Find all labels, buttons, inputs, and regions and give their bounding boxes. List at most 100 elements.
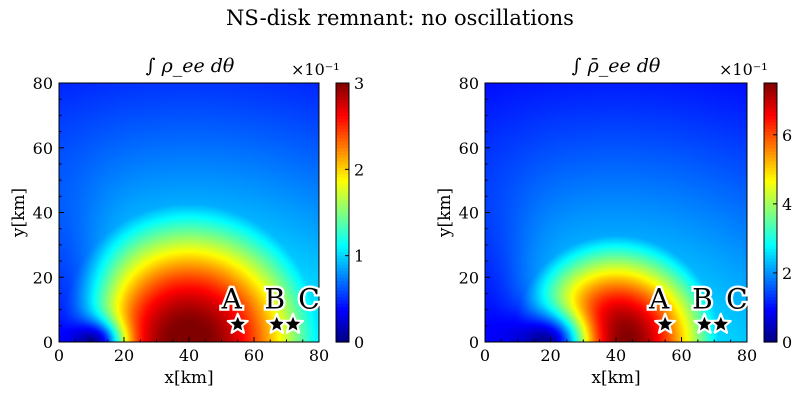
colorbar-segment [336, 157, 349, 162]
colorbar-segment [764, 121, 777, 126]
colorbar-segment [336, 125, 349, 129]
colorbar-segment [764, 206, 777, 210]
colorbar-segment [336, 92, 349, 97]
colorbar-segment [764, 338, 777, 343]
colorbar-segment [336, 335, 349, 340]
colorbar-segment [764, 296, 777, 301]
colorbar-segment [336, 238, 349, 243]
colorbar-segment [764, 83, 777, 87]
heatmap-image [59, 83, 319, 342]
colorbar-segment [336, 319, 349, 324]
colorbar-segment [336, 112, 349, 116]
colorbar-segment [336, 102, 349, 107]
colorbar-segment [336, 196, 349, 201]
colorbar-segment [336, 183, 349, 188]
x-tick-label: 80 [309, 346, 329, 365]
colorbar-tick-label: 0 [354, 333, 364, 352]
colorbar-segment [336, 206, 349, 210]
colorbar-segment [764, 202, 777, 207]
colorbar-frame [763, 82, 778, 343]
colorbar-segment [764, 309, 777, 314]
colorbar-segment [336, 244, 349, 249]
y-axis-label: y[km] [435, 188, 455, 238]
marker-label-b: B [692, 282, 713, 315]
colorbar-segment [336, 118, 349, 123]
colorbar-segment [336, 306, 349, 311]
x-tick-label: 60 [244, 346, 264, 365]
colorbar-segment [336, 290, 349, 295]
colorbar-segment [336, 131, 349, 136]
y-tick-label: 0 [469, 333, 479, 352]
colorbar-segment [336, 199, 349, 204]
colorbar-segment [764, 173, 777, 178]
colorbar-segment [336, 86, 349, 91]
colorbar-segment [764, 274, 777, 278]
colorbar-segment [336, 209, 349, 214]
y-tick-label: 20 [33, 268, 53, 287]
colorbar-segment [764, 212, 777, 217]
colorbar-segment [764, 193, 777, 197]
colorbar-segment [764, 141, 777, 146]
colorbar-segment [336, 225, 349, 230]
colorbar-segment [336, 293, 349, 298]
colorbar-segment [336, 215, 349, 220]
colorbar-segment [336, 257, 349, 262]
colorbar-segment [336, 235, 349, 239]
colorbar-segment [336, 121, 349, 126]
x-axis-label: x[km] [591, 368, 640, 388]
x-tick-label: 40 [179, 346, 199, 365]
colorbar-tick-label: 1 [354, 247, 364, 266]
y-tick-label: 60 [33, 139, 53, 158]
y-tick-label: 20 [459, 268, 479, 287]
colorbar-segment [764, 186, 777, 191]
colorbar-segment [336, 251, 349, 256]
x-tick-label: 20 [114, 346, 134, 365]
colorbar-multiplier: ×10⁻¹ [291, 60, 340, 79]
colorbar-segment [336, 264, 349, 269]
colorbar-segment [764, 306, 777, 311]
colorbar-segment [764, 238, 777, 243]
colorbar-tick-label: 3 [354, 74, 364, 93]
colorbar-segment [764, 108, 777, 113]
colorbar-segment [764, 325, 777, 330]
colorbar-segment [336, 189, 349, 194]
colorbar-segment [764, 322, 777, 327]
colorbar-segment [764, 176, 777, 181]
colorbar-segment [764, 138, 777, 142]
colorbar-segment [764, 209, 777, 214]
colorbar-segment [336, 150, 349, 155]
colorbar-segment [764, 290, 777, 295]
colorbar-segment [336, 296, 349, 301]
y-tick-label: 60 [459, 139, 479, 158]
colorbar-segment [336, 193, 349, 197]
colorbar-segment [764, 332, 777, 337]
colorbar-segment [336, 309, 349, 314]
marker-label-a: A [221, 282, 243, 315]
colorbar-segment [336, 83, 349, 87]
colorbar-tick-label: 4 [782, 195, 792, 214]
marker-label-c: C [298, 282, 319, 315]
x-tick-label: 60 [671, 346, 691, 365]
colorbar-frame [335, 82, 350, 343]
colorbar-segment [764, 257, 777, 262]
colorbar-segment [336, 99, 349, 104]
marker-label-c: C [726, 282, 747, 315]
colorbar-segment [764, 270, 777, 275]
y-tick-label: 80 [459, 74, 479, 93]
colorbar-segment [336, 212, 349, 217]
colorbar-segment [764, 144, 777, 149]
marker-star-a [226, 312, 249, 334]
colorbar-segment [336, 105, 349, 110]
colorbar-segment [764, 115, 777, 120]
colorbar-segment [764, 303, 777, 307]
heatmap-image [485, 83, 747, 342]
colorbar-tick-label: 0 [782, 333, 792, 352]
colorbar-segment [764, 225, 777, 230]
colorbar-segment [336, 180, 349, 184]
colorbar-segment [336, 270, 349, 275]
colorbar-segment [764, 196, 777, 201]
colorbar-segment [764, 163, 777, 168]
colorbar-segment [764, 128, 777, 133]
panel-title: ∫ ρ̄_ee dθ [572, 55, 661, 77]
